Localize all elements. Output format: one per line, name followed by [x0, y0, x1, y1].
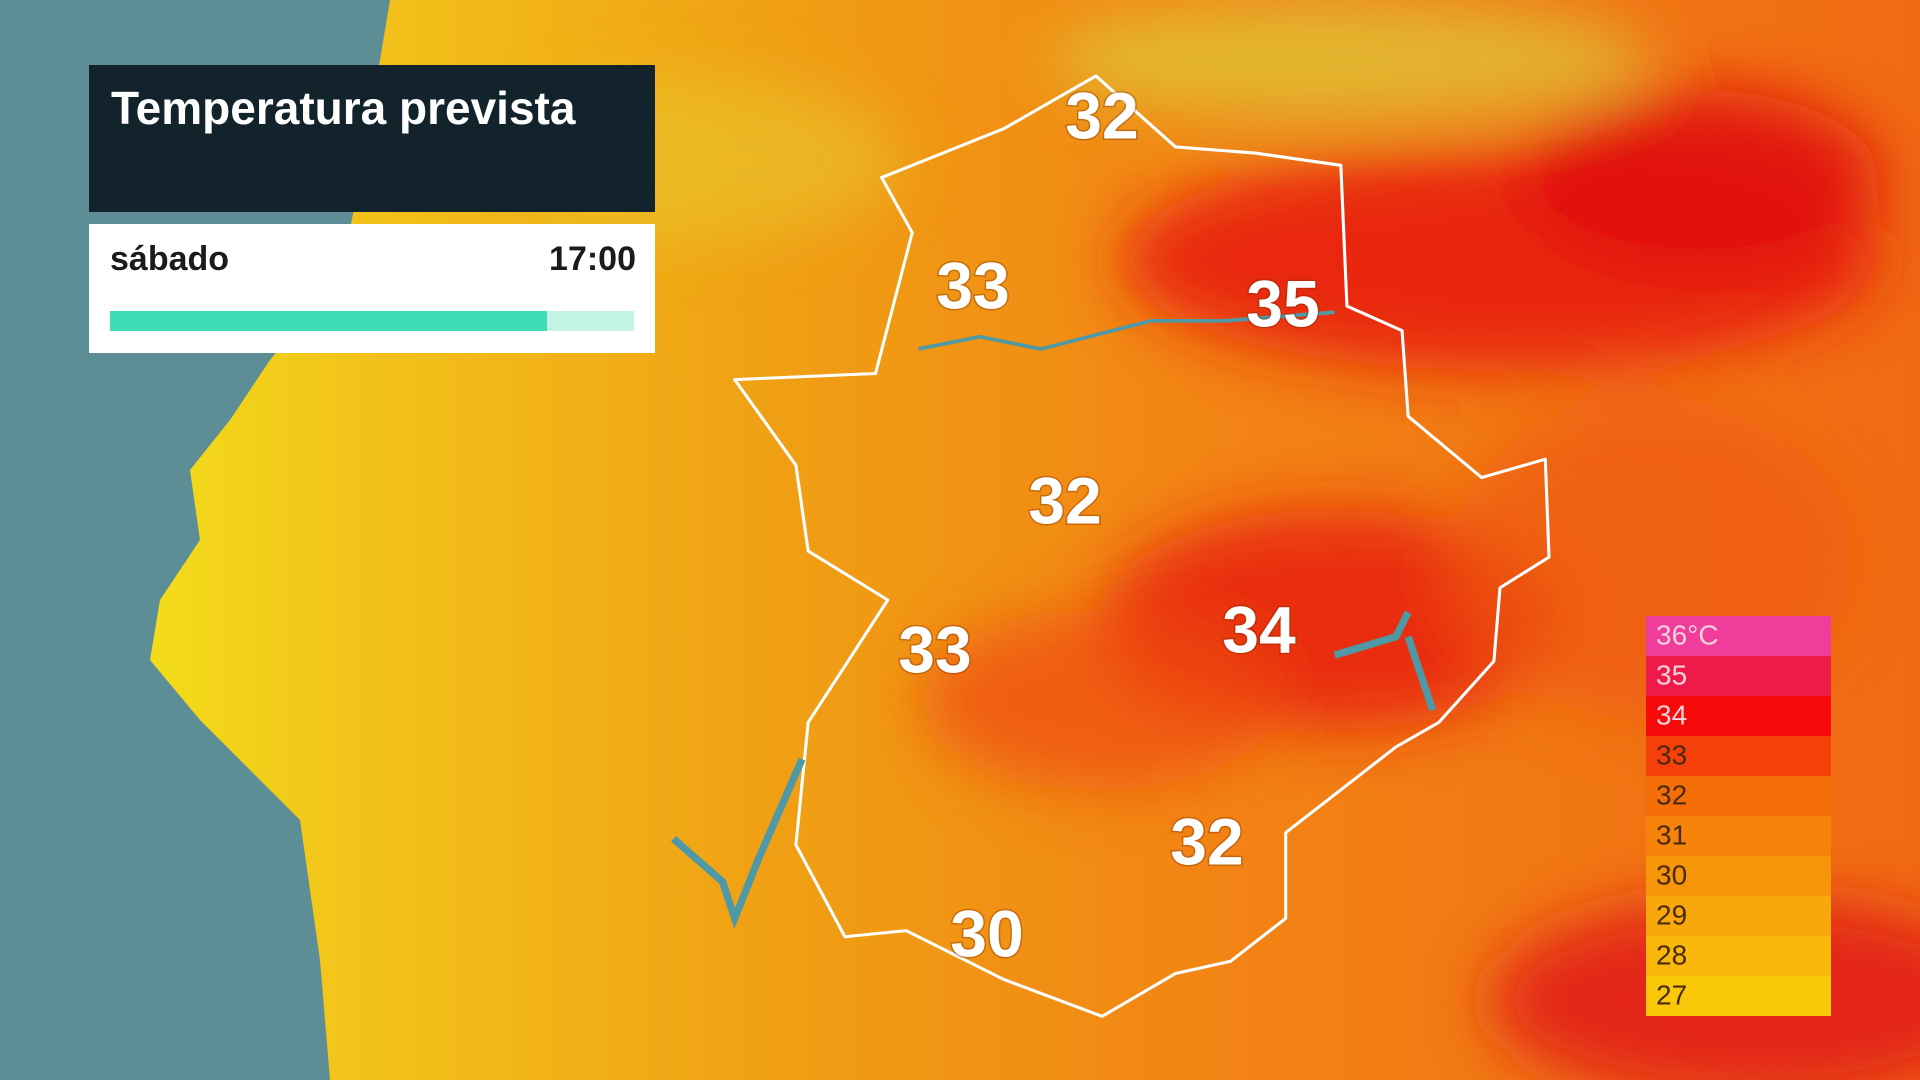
- legend-label: 31: [1656, 819, 1687, 850]
- reservoir: [671, 757, 806, 930]
- title-box: [89, 65, 655, 212]
- legend-label: 33: [1656, 739, 1687, 770]
- legend-swatch: [1646, 776, 1831, 816]
- day: sábado: [110, 240, 229, 278]
- time: 17:00: [549, 240, 636, 278]
- temperature: 34: [1222, 592, 1296, 666]
- temperature: 33: [936, 248, 1009, 322]
- legend-label: 32: [1656, 779, 1687, 810]
- progress-fill: [110, 311, 547, 331]
- legend-swatch: [1646, 616, 1831, 656]
- temperature: 32: [1065, 78, 1138, 152]
- legend-label: 36°C: [1656, 619, 1719, 650]
- legend-swatch: [1646, 896, 1831, 936]
- region: [671, 74, 1551, 1018]
- legend-label: 29: [1656, 899, 1687, 930]
- legend-swatch: [1646, 936, 1831, 976]
- legend-swatch: [1646, 736, 1831, 776]
- temperature: 30: [950, 896, 1023, 970]
- legend-swatch: [1646, 696, 1831, 736]
- temperature: 33: [898, 612, 971, 686]
- legend-swatch: [1646, 816, 1831, 856]
- temperature-labels: 32 33 35 32 33 34 32 30: [897, 77, 1321, 972]
- river: [918, 310, 1335, 351]
- legend-swatch: [1646, 856, 1831, 896]
- legend-label: 34: [1656, 699, 1687, 730]
- legend-swatch: [1646, 976, 1831, 1016]
- temperature: 35: [1246, 266, 1319, 340]
- temperature: 32: [1170, 804, 1243, 878]
- legend-swatch: [1646, 656, 1831, 696]
- legend-label: 27: [1656, 979, 1687, 1010]
- legend-label: 35: [1656, 659, 1687, 690]
- temperature: 32: [1028, 463, 1101, 537]
- reservoir: [1333, 610, 1437, 712]
- legend-label: 30: [1656, 859, 1687, 890]
- title: Temperatura prevista: [111, 82, 576, 134]
- time-box: [89, 224, 655, 353]
- region-border: [733, 74, 1551, 1018]
- legend: 36°C 35 34 33 32 31 30 29 28 27: [1646, 616, 1831, 1016]
- legend-label: 28: [1656, 939, 1687, 970]
